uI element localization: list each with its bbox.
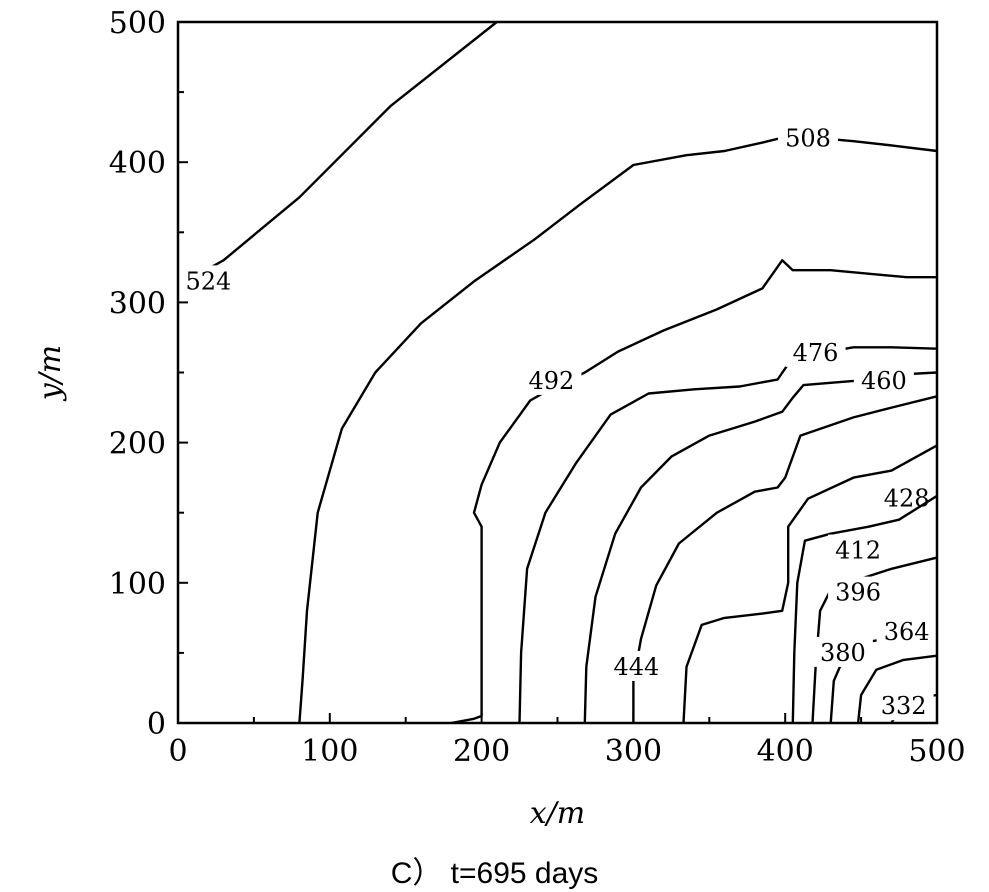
contour-label-bg: [812, 636, 873, 667]
contour-label-460: 460: [861, 367, 907, 395]
contour-label-332: 332: [881, 692, 927, 720]
contour-line-524: [185, 21, 498, 283]
contour-line-444: [632, 395, 938, 723]
contour-label-508: 508: [785, 124, 831, 152]
x-tick-label: 400: [757, 734, 814, 769]
contour-line-492: [450, 259, 937, 725]
figure-caption: C） t=695 days: [390, 857, 599, 890]
y-tick-label: 500: [109, 6, 166, 41]
y-tick-label: 400: [109, 146, 166, 181]
contour-label-396: 396: [835, 579, 881, 607]
contour-label-bg: [606, 650, 667, 681]
x-tick-label: 500: [908, 734, 965, 769]
x-tick-label: 100: [301, 734, 358, 769]
y-tick-label: 100: [109, 567, 166, 602]
y-axis-title: y/m: [33, 345, 68, 403]
x-tick-label: 300: [605, 734, 662, 769]
y-axis: 0 100 200 300 400 500: [109, 6, 188, 742]
x-axis-title: x/m: [530, 796, 585, 831]
contour-label-bg: [873, 690, 934, 721]
contour-label-bg: [876, 615, 937, 646]
contour-label-bg: [828, 534, 889, 565]
x-tick-label: 200: [453, 734, 510, 769]
contour-label-bg: [828, 576, 889, 607]
contour-line-428: [682, 444, 938, 724]
contour-line-412: [791, 494, 938, 724]
x-tick-label: 0: [168, 734, 187, 769]
contour-label-bg: [178, 265, 239, 296]
contour-label-380: 380: [820, 639, 866, 667]
contour-label-bg: [521, 364, 582, 395]
contour-label-476: 476: [793, 339, 839, 367]
contour-label-bg: [785, 336, 846, 367]
y-tick-label: 0: [147, 707, 166, 742]
contour-line-364: [856, 654, 938, 724]
contour-label-524: 524: [185, 267, 231, 295]
contour-label-bg: [853, 364, 914, 395]
contour-label-bg: [777, 122, 838, 153]
y-tick-label: 200: [109, 427, 166, 462]
contour-label-bg: [876, 482, 937, 513]
contour-line-460: [583, 371, 938, 724]
contour-label-364: 364: [884, 618, 930, 646]
x-axis: 0 100 200 300 400 500: [168, 713, 966, 769]
contour-label-428: 428: [884, 485, 930, 513]
y-tick-label: 300: [109, 286, 166, 321]
contour-label-444: 444: [614, 653, 660, 681]
contour-label-412: 412: [835, 537, 881, 565]
contour-line-508: [298, 135, 938, 724]
contour-label-492: 492: [529, 367, 575, 395]
